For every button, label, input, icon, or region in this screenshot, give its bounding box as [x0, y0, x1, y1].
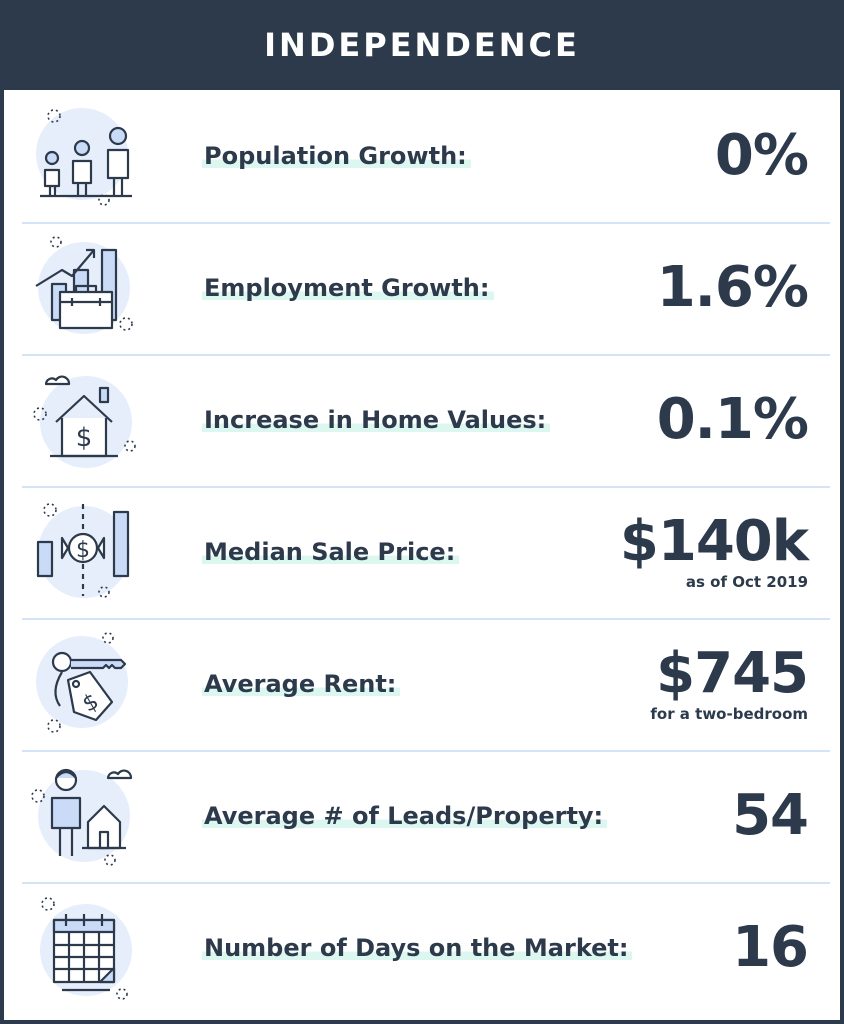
stat-note: for a two-bedroom	[650, 705, 808, 723]
stat-value: 16	[732, 915, 809, 980]
stat-value: 1.6%	[656, 255, 809, 320]
stat-value: 0%	[714, 123, 809, 188]
svg-text:$: $	[76, 423, 93, 453]
stat-label: Number of Days on the Market:	[202, 882, 633, 1014]
stat-label-text: Increase in Home Values:	[202, 406, 551, 434]
stat-note: as of Oct 2019	[685, 573, 808, 591]
svg-text:$: $	[76, 538, 90, 563]
price-bars-icon: $	[26, 494, 138, 606]
stat-label-text: Average # of Leads/Property:	[202, 802, 608, 830]
stat-label: Employment Growth:	[202, 222, 494, 354]
header: INDEPENDENCE	[0, 0, 844, 90]
stat-label-text: Median Sale Price:	[202, 538, 460, 566]
calendar-icon	[26, 890, 138, 1002]
stats-panel: Population Growth: 0%	[4, 90, 840, 1020]
stat-row-leads-per-property: Average # of Leads/Property: 54	[22, 750, 830, 884]
stat-label: Increase in Home Values:	[202, 354, 551, 486]
stat-label: Median Sale Price:	[202, 486, 460, 618]
stat-value: $140k	[619, 509, 809, 574]
stat-value: 54	[732, 783, 809, 848]
stat-row-days-on-market: Number of Days on the Market: 16	[22, 882, 830, 1014]
stat-value-block: 0.1%	[656, 354, 809, 486]
family-icon	[26, 98, 138, 210]
stat-row-population-growth: Population Growth: 0%	[22, 90, 830, 224]
stat-value: $745	[656, 641, 809, 706]
stat-label: Population Growth:	[202, 90, 471, 222]
stat-value-block: $745 for a two-bedroom	[650, 618, 809, 750]
key-tag-icon: $	[26, 626, 138, 738]
stat-label-text: Employment Growth:	[202, 274, 494, 302]
stat-value-block: 16	[732, 882, 809, 1014]
stat-row-average-rent: $ Average Rent: $745 for a two-bedroom	[22, 618, 830, 752]
stat-label-text: Population Growth:	[202, 142, 471, 170]
stat-value-block: 1.6%	[656, 222, 809, 354]
stat-row-employment-growth: Employment Growth: 1.6%	[22, 222, 830, 356]
stat-value-block: $140k as of Oct 2019	[619, 486, 809, 618]
stat-value: 0.1%	[656, 387, 809, 452]
stat-value-block: 54	[732, 750, 809, 882]
page-title: INDEPENDENCE	[264, 26, 580, 64]
stat-label-text: Average Rent:	[202, 670, 401, 698]
stat-row-median-sale-price: $ Median Sale Price: $140k as of Oct 201…	[22, 486, 830, 620]
stat-label-text: Number of Days on the Market:	[202, 934, 633, 962]
stat-label: Average # of Leads/Property:	[202, 750, 608, 882]
stat-label: Average Rent:	[202, 618, 401, 750]
person-house-icon	[26, 758, 138, 870]
stat-row-home-values: $ Increase in Home Values: 0.1%	[22, 354, 830, 488]
briefcase-growth-icon	[26, 230, 138, 342]
house-dollar-icon: $	[26, 362, 138, 474]
stat-value-block: 0%	[714, 90, 809, 222]
